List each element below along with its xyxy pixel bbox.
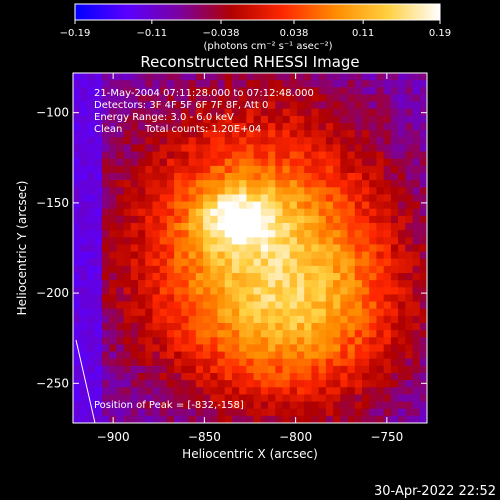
colorbar: −0.19 −0.11 −0.038 0.038 0.11 0.19 (photons c…	[60, 3, 451, 52]
chart-title: Reconstructed RHESSI Image	[140, 53, 359, 71]
annotation-time-range: 21-May-2004 07:11:28.000 to 07:12:48.000	[94, 88, 314, 99]
y-axis-label: Heliocentric Y (arcsec)	[15, 181, 29, 316]
colorbar-tick-label: 0.038	[280, 28, 309, 39]
y-tick-label: −200	[36, 286, 69, 300]
colorbar-tick-label: 0.19	[429, 28, 451, 39]
colorbar-gradient	[74, 3, 441, 21]
y-axis: −100 −150 −200 −250	[36, 106, 427, 390]
limb-line	[75, 339, 96, 423]
footer-date: 30-Apr-2022 22:52	[374, 484, 496, 499]
annotation-peak-position: Position of Peak = [-832,-158]	[94, 400, 244, 411]
colorbar-ticks: −0.19 −0.11 −0.038 0.038 0.11 0.19	[60, 20, 451, 39]
x-tick-label: −800	[279, 430, 312, 444]
colorbar-tick-label: 0.11	[352, 28, 374, 39]
plot-frame	[72, 72, 428, 424]
annotation-energy-range: Energy Range: 3.0 - 6.0 keV	[94, 112, 234, 123]
y-tick-label: −250	[36, 376, 69, 390]
annotation-detectors: Detectors: 3F 4F 5F 6F 7F 8F, Att 0	[94, 100, 268, 111]
colorbar-tick-label: −0.19	[60, 28, 91, 39]
x-axis: −900 −850 −800 −750	[97, 73, 403, 444]
colorbar-unit-label: (photons cm⁻² s⁻¹ asec⁻²)	[203, 41, 332, 52]
annotation-total-counts: Total counts: 1.20E+04	[144, 124, 261, 135]
colorbar-tick-label: −0.11	[137, 28, 168, 39]
y-tick-label: −100	[36, 106, 69, 120]
x-tick-label: −750	[370, 430, 403, 444]
x-axis-label: Heliocentric X (arcsec)	[182, 447, 318, 461]
annotation-block: 21-May-2004 07:11:28.000 to 07:12:48.000…	[94, 88, 314, 411]
annotation-method: Clean	[94, 124, 122, 135]
colorbar-tick-label: −0.038	[202, 28, 239, 39]
y-tick-label: −150	[36, 196, 69, 210]
heatmap	[73, 73, 427, 423]
x-tick-label: −850	[188, 430, 221, 444]
x-tick-label: −900	[97, 430, 130, 444]
